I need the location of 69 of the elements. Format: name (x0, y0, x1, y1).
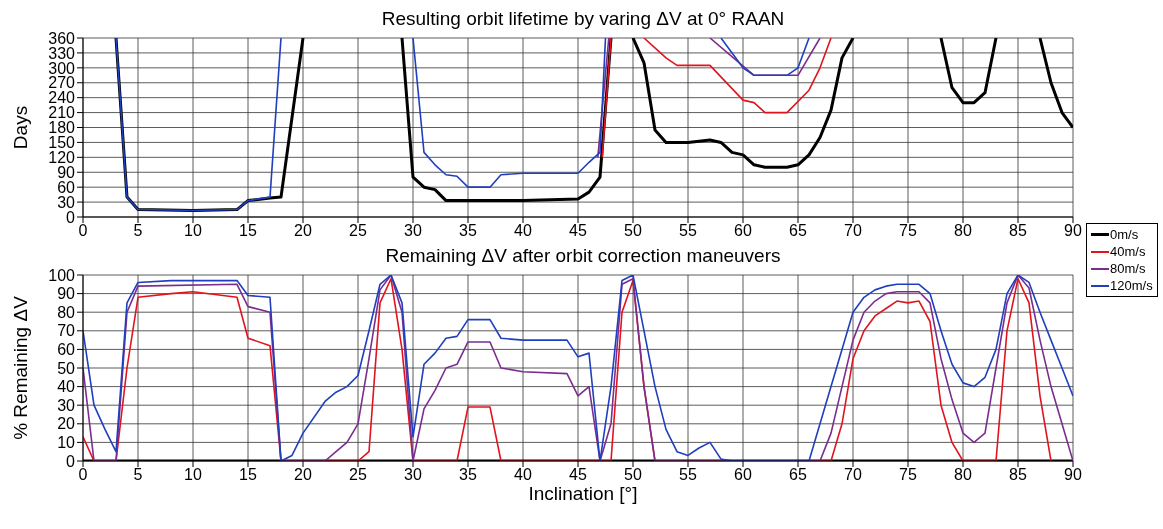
y-tick-label: 30 (57, 193, 76, 211)
x-tick-label: 55 (679, 222, 697, 240)
y-tick-label: 40 (57, 378, 76, 396)
x-tick-label: 85 (1009, 222, 1027, 240)
y-tick-label: 360 (48, 29, 76, 47)
legend-label: 40m/s (1110, 244, 1146, 259)
y-tick-label: 330 (48, 44, 76, 62)
x-tick-label: 45 (569, 222, 587, 240)
y-tick-label: 60 (57, 178, 76, 196)
y-tick-label: 80 (57, 303, 76, 321)
x-tick-label: 20 (294, 466, 312, 484)
x-tick-label: 20 (294, 222, 312, 240)
x-tick-label: 65 (789, 466, 807, 484)
x-tick-label: 90 (1064, 222, 1082, 240)
legend-label: 120m/s (1110, 278, 1153, 293)
y-tick-label: 150 (48, 134, 76, 152)
y-tick-label: 60 (57, 341, 76, 359)
x-tick-label: 90 (1064, 466, 1082, 484)
x-tick-label: 75 (899, 222, 917, 240)
y-tick-label: 70 (57, 322, 76, 340)
x-tick-label: 60 (734, 222, 752, 240)
x-axis-title: Inclination [°] (527, 483, 639, 505)
x-tick-label: 30 (404, 466, 422, 484)
x-tick-label: 35 (459, 466, 477, 484)
y-axis-title: % Remaining ΔV (9, 295, 31, 440)
y-tick-label: 50 (57, 359, 76, 377)
x-tick-label: 10 (184, 466, 202, 484)
x-tick-label: 55 (679, 466, 697, 484)
x-tick-label: 60 (734, 466, 752, 484)
x-tick-label: 75 (899, 466, 917, 484)
x-tick-label: 70 (844, 466, 862, 484)
x-tick-label: 80 (954, 466, 972, 484)
y-tick-label: 210 (48, 104, 76, 122)
x-tick-label: 0 (78, 222, 88, 240)
y-axis-title: Days (9, 105, 31, 150)
x-tick-label: 0 (78, 466, 88, 484)
x-tick-label: 10 (184, 222, 202, 240)
x-tick-label: 85 (1009, 466, 1027, 484)
x-tick-label: 15 (239, 222, 257, 240)
x-tick-label: 5 (133, 466, 143, 484)
y-tick-label: 10 (57, 434, 76, 452)
y-tick-label: 180 (48, 119, 76, 137)
y-tick-label: 30 (57, 396, 76, 414)
x-tick-label: 5 (133, 222, 143, 240)
y-tick-label: 0 (66, 208, 76, 226)
y-tick-label: 100 (48, 266, 76, 284)
x-tick-label: 50 (624, 466, 642, 484)
y-tick-label: 240 (48, 89, 76, 107)
x-tick-label: 15 (239, 466, 257, 484)
x-tick-label: 40 (514, 466, 532, 484)
x-tick-label: 80 (954, 222, 972, 240)
y-tick-label: 0 (66, 452, 76, 470)
x-tick-label: 40 (514, 222, 532, 240)
x-tick-label: 30 (404, 222, 422, 240)
x-tick-label: 50 (624, 222, 642, 240)
x-tick-label: 65 (789, 222, 807, 240)
legend-label: 80m/s (1110, 261, 1146, 276)
x-tick-label: 45 (569, 466, 587, 484)
x-tick-label: 35 (459, 222, 477, 240)
y-tick-label: 270 (48, 74, 76, 92)
x-tick-label: 70 (844, 222, 862, 240)
legend-label: 0m/s (1110, 227, 1139, 242)
chart-title: Remaining ΔV after orbit correction maneuvers (384, 245, 782, 267)
y-tick-label: 300 (48, 59, 76, 77)
y-tick-label: 90 (57, 285, 76, 303)
x-tick-label: 25 (349, 222, 367, 240)
chart-title: Resulting orbit lifetime by varing ΔV at 0° RAAN (380, 8, 786, 30)
x-tick-label: 25 (349, 466, 367, 484)
y-tick-label: 20 (57, 415, 76, 433)
